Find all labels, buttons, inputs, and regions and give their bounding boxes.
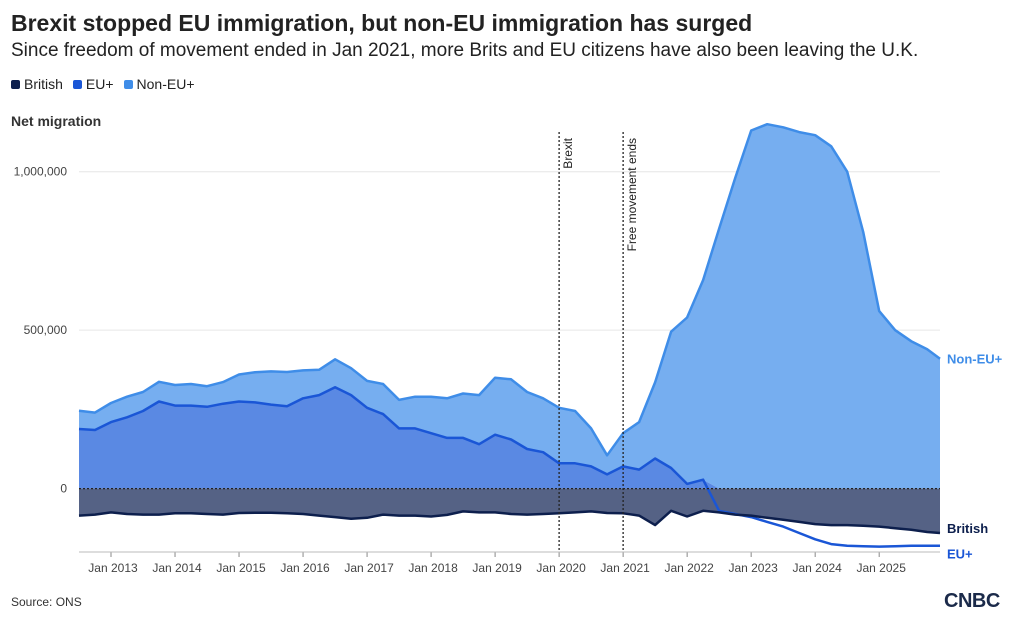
annotation-label: Brexit (561, 137, 575, 168)
legend-swatch-non-eu (123, 79, 133, 89)
x-tick-label: Jan 2015 (216, 561, 266, 575)
x-tick-label: Jan 2019 (472, 561, 522, 575)
legend-swatch-eu (72, 79, 82, 89)
y-tick-label: 500,000 (24, 323, 68, 337)
y-tick-label: 0 (60, 482, 67, 496)
legend-label-british: British (24, 76, 63, 92)
chart-subtitle: Since freedom of movement ended in Jan 2… (11, 40, 919, 61)
legend-item-non-eu: Non-EU+ (123, 76, 195, 92)
annotation-label: Free movement ends (625, 138, 639, 251)
line-eu (78, 385, 940, 548)
area-british (79, 488, 940, 533)
y-axis-label: Net migration (11, 113, 102, 129)
y-tick-label: 1,000,000 (14, 165, 68, 179)
x-tick-label: Jan 2021 (600, 561, 650, 575)
legend-item-british: British (11, 76, 63, 92)
area-eu (79, 387, 940, 489)
legend-label-non-eu: Non-EU+ (136, 76, 195, 92)
x-tick-label: Jan 2014 (152, 561, 202, 575)
line-non-eu (78, 122, 941, 457)
x-tick-label: Jan 2024 (792, 561, 842, 575)
x-tick-label: Jan 2022 (664, 561, 714, 575)
legend-item-eu: EU+ (72, 76, 114, 92)
legend-label-eu: EU+ (85, 76, 114, 92)
x-tick-label: Jan 2017 (344, 561, 394, 575)
x-tick-label: Jan 2025 (856, 561, 906, 575)
end-label: British (947, 521, 988, 536)
x-tick-label: Jan 2018 (408, 561, 458, 575)
source-note: Source: ONS (11, 595, 82, 609)
end-label: Non-EU+ (947, 352, 1003, 367)
x-tick-label: Jan 2020 (536, 561, 586, 575)
x-tick-label: Jan 2016 (280, 561, 330, 575)
area-non-eu (79, 124, 940, 489)
end-label: EU+ (947, 547, 973, 562)
x-tick-label: Jan 2023 (728, 561, 778, 575)
line-british (78, 509, 941, 535)
legend-swatch-british (11, 79, 20, 89)
legend: British EU+ Non-EU+ (11, 76, 195, 92)
chart-title: Brexit stopped EU immigration, but non-E… (11, 10, 753, 36)
cnbc-logo: CNBC (944, 590, 1000, 612)
x-tick-label: Jan 2013 (88, 561, 138, 575)
